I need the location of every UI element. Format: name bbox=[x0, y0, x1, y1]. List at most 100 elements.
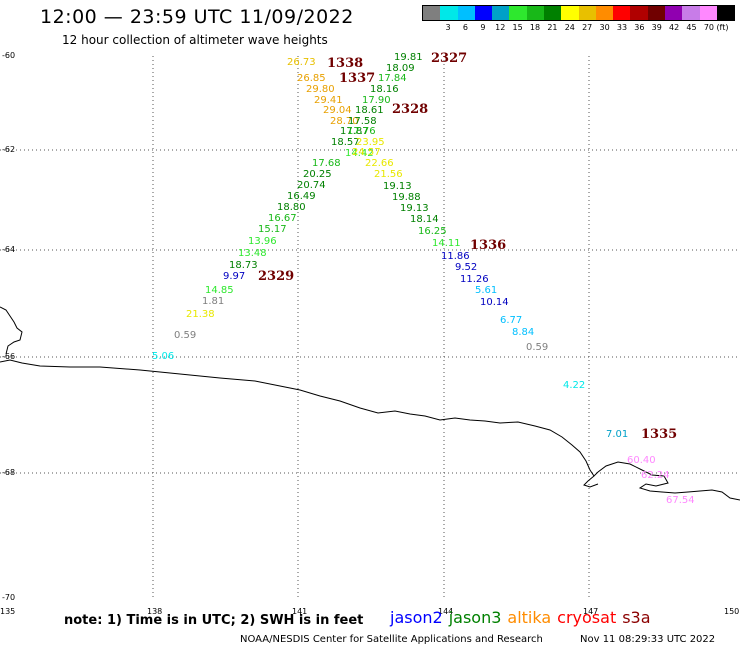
legend-swatch-label: 18 bbox=[529, 23, 541, 32]
legend-swatch bbox=[595, 6, 614, 20]
wave-height-label: 18.80 bbox=[277, 202, 306, 213]
legend-swatch-label: 33 bbox=[616, 23, 628, 32]
wave-height-label: 62.24 bbox=[641, 470, 670, 481]
legend-swatch bbox=[664, 6, 683, 20]
legend-swatch-label: 12 bbox=[495, 23, 506, 32]
legend-swatch-label: 6 bbox=[462, 23, 469, 32]
map-title: 12:00 — 23:59 UTC 11/09/2022 bbox=[40, 6, 354, 28]
pass-number-label: 2329 bbox=[258, 269, 294, 284]
wave-height-label: 13.48 bbox=[238, 248, 267, 259]
legend-swatch-label: 21 bbox=[547, 23, 558, 32]
wave-height-label: 24.57 bbox=[352, 147, 381, 158]
wave-height-label: 6.77 bbox=[500, 315, 522, 326]
wave-height-label: 29.41 bbox=[314, 95, 343, 106]
wave-height-label: 1.81 bbox=[202, 296, 224, 307]
satellite-legend: jason2 jason3 altika cryosat s3a bbox=[390, 608, 657, 627]
wave-height-label: 17.58 bbox=[348, 116, 377, 127]
legend-swatch bbox=[699, 6, 717, 20]
wave-height-label: 67.54 bbox=[666, 495, 695, 506]
wave-height-label: 19.88 bbox=[392, 192, 421, 203]
wave-height-label: 13.96 bbox=[248, 236, 277, 247]
wave-height-label: 20.25 bbox=[303, 169, 332, 180]
longitude-label: 135 bbox=[0, 607, 15, 616]
wave-height-label: 28.70 bbox=[330, 116, 359, 127]
wave-height-label: 17.87 bbox=[340, 126, 369, 137]
wave-height-label: 29.80 bbox=[306, 84, 335, 95]
wave-height-label: 16.25 bbox=[418, 226, 447, 237]
longitude-label: 150 bbox=[724, 607, 739, 616]
wave-height-label: 8.84 bbox=[512, 327, 534, 338]
map-subtitle: 12 hour collection of altimeter wave hei… bbox=[62, 33, 328, 47]
legend-swatch-label: 27 bbox=[582, 23, 593, 32]
satellite-name-s3a: s3a bbox=[622, 608, 651, 627]
legend-swatch-label: 70 bbox=[703, 23, 714, 32]
wave-height-label: 7.01 bbox=[606, 429, 628, 440]
wave-height-label: 0.59 bbox=[174, 330, 196, 341]
legend-swatch bbox=[716, 6, 735, 20]
wave-height-label: 17.84 bbox=[378, 73, 407, 84]
wave-height-label: 21.38 bbox=[186, 309, 215, 320]
wave-height-label: 18.73 bbox=[229, 260, 258, 271]
wave-height-label: 16.67 bbox=[268, 213, 297, 224]
wave-height-label: 15.17 bbox=[258, 224, 287, 235]
wave-height-label: 18.57 bbox=[331, 137, 360, 148]
longitude-label: 147 bbox=[583, 607, 598, 616]
legend-swatch-label: 15 bbox=[512, 23, 523, 32]
longitude-label: 141 bbox=[292, 607, 307, 616]
satellite-name-jason2: jason2 bbox=[390, 608, 443, 627]
wave-height-label: 19.13 bbox=[400, 203, 429, 214]
legend-swatch bbox=[440, 6, 458, 20]
wave-height-label: 23.95 bbox=[356, 137, 385, 148]
legend-swatch-label: 36 bbox=[634, 23, 645, 32]
wave-height-label: 9.97 bbox=[223, 271, 245, 282]
satellite-name-cryosat: cryosat bbox=[557, 608, 617, 627]
wave-height-label: 18.14 bbox=[410, 214, 439, 225]
wave-height-label: 60.40 bbox=[627, 455, 656, 466]
wave-height-label: 14.42 bbox=[345, 148, 374, 159]
wave-height-label: 4.22 bbox=[563, 380, 585, 391]
latitude-label: -60 bbox=[2, 51, 15, 60]
wave-height-label: 18.16 bbox=[370, 84, 399, 95]
wave-height-label: 26.85 bbox=[297, 73, 326, 84]
wave-height-label: 10.14 bbox=[480, 297, 509, 308]
wave-height-label: 26.73 bbox=[287, 57, 316, 68]
footer-timestamp: Nov 11 08:29:33 UTC 2022 bbox=[580, 634, 716, 645]
wave-height-label: 17.68 bbox=[312, 158, 341, 169]
legend-swatch bbox=[509, 6, 527, 20]
wave-height-label: 22.66 bbox=[365, 158, 394, 169]
longitude-label: 144 bbox=[438, 607, 453, 616]
legend-swatch bbox=[543, 6, 562, 20]
latitude-label: -70 bbox=[2, 593, 15, 602]
wave-height-label: 20.74 bbox=[297, 180, 326, 191]
wave-height-label: 18.61 bbox=[355, 105, 384, 116]
wave-height-label: 14.11 bbox=[432, 238, 461, 249]
satellite-name-jason3: jason3 bbox=[448, 608, 502, 627]
latitude-label: -64 bbox=[2, 245, 15, 254]
legend-swatch-label: 42 bbox=[669, 23, 680, 32]
legend-swatch bbox=[526, 6, 544, 20]
coastline-fragment bbox=[583, 475, 599, 488]
wave-height-label: 11.26 bbox=[460, 274, 489, 285]
satellite-name-altika: altika bbox=[507, 608, 552, 627]
legend-swatch bbox=[474, 6, 493, 20]
pass-number-label: 2327 bbox=[431, 51, 467, 66]
legend-units: (ft) bbox=[716, 23, 729, 32]
wave-height-label: 5.06 bbox=[152, 351, 174, 362]
pass-number-label: 1336 bbox=[470, 238, 506, 253]
legend-swatch bbox=[492, 6, 510, 20]
wave-height-label: 17.90 bbox=[362, 95, 391, 106]
legend-swatch-label: 9 bbox=[480, 23, 486, 32]
legend-swatch bbox=[647, 6, 665, 20]
latitude-label: -66 bbox=[2, 352, 15, 361]
wave-height-label: 19.13 bbox=[383, 181, 412, 192]
wave-height-color-legend: 3 6 9 12 15 18 21 24 27 30 33 36 39 42 45 70 (ft) bbox=[422, 5, 735, 35]
wave-height-label: 16.49 bbox=[287, 191, 316, 202]
legend-swatch bbox=[561, 6, 579, 20]
wave-height-label: 5.61 bbox=[475, 285, 497, 296]
wave-height-label: 0.59 bbox=[526, 342, 548, 353]
longitude-label: 138 bbox=[147, 607, 162, 616]
footer-credit: NOAA/NESDIS Center for Satellite Applica… bbox=[240, 634, 543, 645]
wave-height-label: 11.86 bbox=[441, 251, 470, 262]
pass-number-label: 2328 bbox=[392, 102, 428, 117]
